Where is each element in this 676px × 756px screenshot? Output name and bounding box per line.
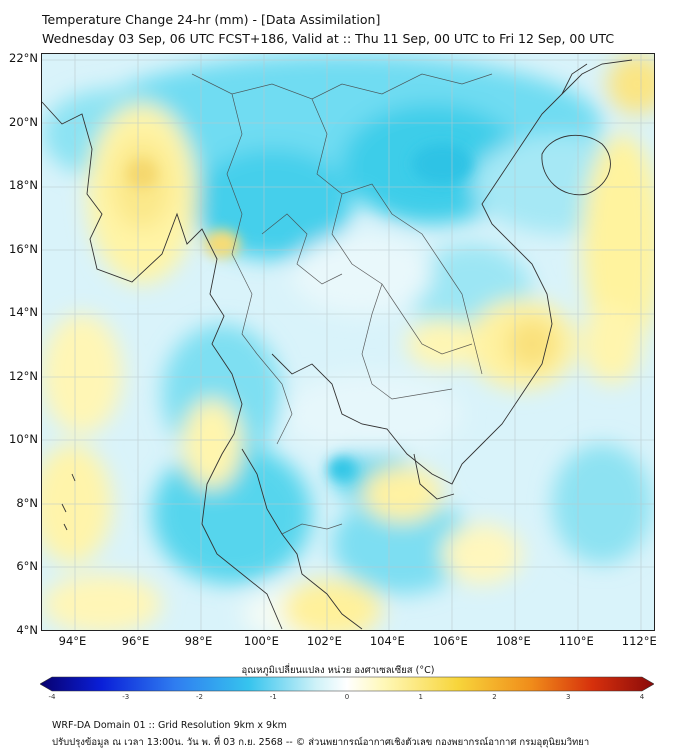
map-panel <box>41 53 655 631</box>
footer-model-info: WRF-DA Domain 01 :: Grid Resolution 9km … <box>52 720 287 731</box>
lat-label: 18°N <box>9 178 38 193</box>
map-title: Temperature Change 24-hr (mm) - [Data As… <box>42 12 381 27</box>
temperature-field-detail <box>127 144 472 481</box>
colorbar <box>40 676 654 692</box>
colorbar-tick-label: 1 <box>418 693 423 701</box>
lat-label: 8°N <box>16 495 38 510</box>
lat-label: 10°N <box>9 432 38 447</box>
lon-label: 106°E <box>432 634 468 648</box>
lat-label: 6°N <box>16 559 38 574</box>
lat-label: 12°N <box>9 368 38 383</box>
colorbar-label: อุณหภูมิเปลี่ยนแปลง หน่วย องศาเซลเซียส (… <box>241 665 435 676</box>
lon-label: 108°E <box>495 634 531 648</box>
lat-label: 4°N <box>16 623 38 637</box>
lon-label: 98°E <box>184 634 213 648</box>
graticule <box>42 54 654 630</box>
lon-label: 96°E <box>121 634 150 648</box>
lat-label: 20°N <box>9 114 38 129</box>
lon-label: 110°E <box>558 634 594 648</box>
lon-label: 102°E <box>306 634 342 648</box>
lat-label: 16°N <box>9 241 38 256</box>
footer-credit: ปรับปรุงข้อมูล ณ เวลา 13:00น. วัน พ. ที่… <box>52 737 590 748</box>
colorbar-tick-label: -4 <box>48 693 56 701</box>
lon-label: 94°E <box>58 634 87 648</box>
colorbar-tick-label: 4 <box>639 693 645 701</box>
coastlines <box>42 59 633 630</box>
temperature-change-map <box>42 54 654 630</box>
lon-label: 104°E <box>369 634 405 648</box>
colorbar-tick-label: 0 <box>344 693 350 701</box>
colorbar-gradient <box>40 676 654 692</box>
lat-label: 14°N <box>9 305 38 320</box>
temperature-field <box>42 54 654 630</box>
country-borders <box>191 73 493 535</box>
colorbar-tick-label: -2 <box>196 693 203 701</box>
lon-label: 112°E <box>621 634 657 648</box>
lon-label: 100°E <box>243 634 279 648</box>
colorbar-tick-label: -1 <box>269 693 277 701</box>
map-subtitle: Wednesday 03 Sep, 06 UTC FCST+186, Valid… <box>42 31 615 46</box>
lat-label: 22°N <box>9 51 38 66</box>
colorbar-tick-label: -3 <box>122 693 130 701</box>
colorbar-tick-label: 3 <box>566 693 571 701</box>
colorbar-tick-label: 2 <box>492 693 497 701</box>
